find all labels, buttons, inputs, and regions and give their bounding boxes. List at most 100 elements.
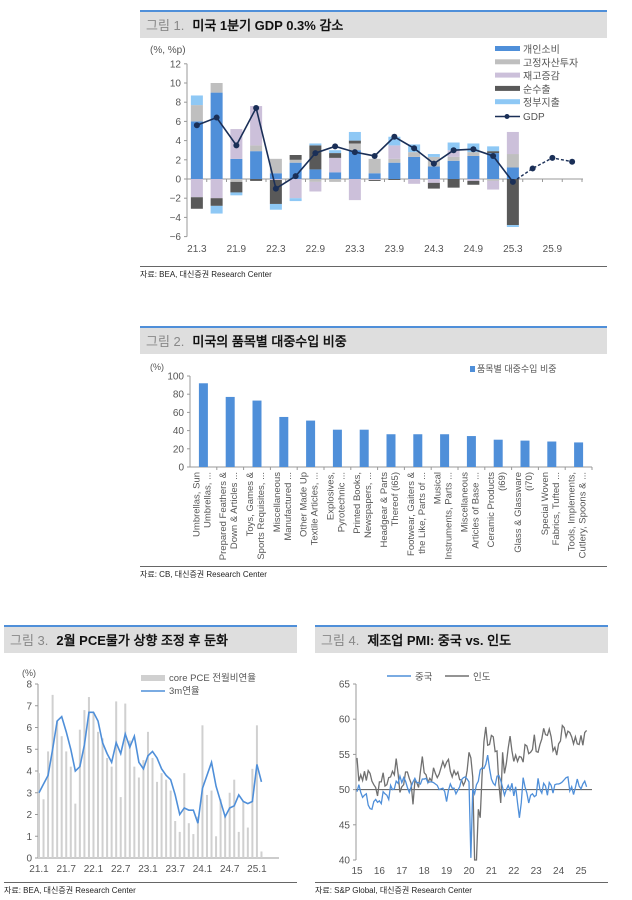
chart1-bar-고정자산투자 [269,158,282,174]
chart1-bar-고정자산투자 [447,156,460,161]
chart3-bar [210,790,213,858]
chart1-bar-개인소비 [447,160,460,179]
chart1-bar-순수출 [190,197,203,209]
chart3-bar [133,766,136,858]
chart4-line-인도 [356,724,588,861]
chart1-legend-gdp-marker [504,114,510,119]
chart1-bar-재고증감 [487,180,500,190]
chart2-bar [440,434,450,467]
chart3-y-tick-label: 6 [26,723,32,734]
chart2-bar [413,434,423,467]
chart3-bar [237,831,240,858]
chart4-y-tick-label: 45 [339,820,351,831]
chart1-gdp-point [193,122,200,129]
chart4-y-tick-label: 50 [339,785,351,796]
figure-number: 그림 3. [10,633,49,648]
chart1-bar-순수출 [427,182,440,189]
chart1-bar-순수출 [447,179,460,188]
chart3-bar [128,740,131,858]
chart4-x-tick-label: 25 [575,866,587,877]
chart1-bar-개인소비 [467,155,480,179]
chart3-bar [169,790,172,858]
chart3-x-tick-label: 25.1 [247,864,267,875]
chart2-bar [198,383,208,467]
chart2-y-tick-label: 0 [178,463,184,474]
chart3-x-tick-label: 21.1 [29,864,49,875]
chart3-bar [151,757,154,858]
chart3-bar [42,799,45,858]
chart1-bar-개인소비 [427,166,440,179]
chart3-bar [246,827,249,858]
chart1-bar-고정자산투자 [487,179,500,181]
chart3-bar [146,731,149,858]
chart1-y-tick-label: −4 [170,213,182,224]
chart1-gdp-point [430,160,437,167]
chart1-bar-고정자산투자 [230,179,243,182]
chart3-y-tick-label: 2 [26,810,32,821]
chart1-bar-고정자산투자 [190,105,203,122]
chart2-category-label: Umbrellas, Sun [191,472,202,537]
chart3-unit: (%) [22,668,36,678]
chart1-bar-순수출 [388,179,401,180]
chart3-bar [165,779,168,858]
chart1-bar-개인소비 [230,158,243,179]
chart1-bar-순수출 [269,179,282,204]
chart2-bar [520,440,530,467]
chart1-x-tick-label: 23.9 [385,244,405,255]
chart4-x-tick-label: 18 [419,866,431,877]
chart1-bar-정부지출 [447,142,460,151]
chart1-gdp-point [351,149,358,156]
figure-3-source: 자료: BEA, 대신증권 Research Center [4,882,297,896]
chart4-x-tick-label: 24 [553,866,565,877]
chart1-gdp-point [332,143,339,150]
chart3-bar [119,797,122,858]
chart2-bar [306,420,316,467]
chart2-category-label: (i69) [497,472,508,491]
chart1-x-tick-label: 21.9 [227,244,247,255]
chart2-bar [252,400,262,467]
chart1-bar-개인소비 [210,92,223,179]
chart1-bar-정부지출 [487,146,500,152]
chart1-gdp-point [391,133,398,140]
chart3-bar [192,834,195,858]
chart1-gdp-point [529,165,536,172]
chart1-bar-정부지출 [329,150,342,154]
chart1-gdp-point [253,104,260,111]
figure-4-source: 자료: S&P Global, 대신증권 Research Center [315,882,608,896]
chart1-y-tick-label: −2 [170,194,182,205]
chart1-bar-고정자산투자 [210,83,223,93]
chart2-category-label: Other Made Up [299,472,310,537]
chart1-bar-고정자산투자 [408,152,421,157]
chart3-bar [251,768,254,858]
chart3-bar [65,751,68,858]
chart4-x-tick-label: 19 [441,866,453,877]
figure-title: 미국 1분기 GDP 0.3% 감소 [192,18,344,33]
chart1-legend-label: 정부지출 [523,97,560,109]
chart2-category-label: Sports Requisites, ... [256,472,267,560]
chart2-category-label: Pyrotechnic ... [336,472,347,532]
chart2-category-label: Textile Articles, ... [310,472,321,545]
chart4-x-tick-label: 15 [351,866,363,877]
chart1-bar-정부지출 [348,131,361,141]
figure-title: 미국의 품목별 대중수입 비중 [192,334,347,349]
chart1-gdp-point [450,147,457,154]
chart2-category-label: Cutlery, Spoons & ... [578,472,589,558]
chart4-y-tick-label: 65 [339,680,351,691]
chart1-bar-고정자산투자 [329,179,342,182]
chart1-bar-정부지출 [269,203,282,210]
chart1-bar-재고증감 [329,157,342,173]
chart2-y-tick-label: 80 [173,390,185,401]
chart1-y-tick-label: 10 [170,79,182,90]
chart1-bar-고정자산투자 [250,145,263,152]
chart1-bar-정부지출 [427,154,440,157]
chart1-gdp-point [312,150,319,157]
chart1-bar-순수출 [230,181,243,193]
chart3-bar [87,697,90,858]
chart1-bar-순수출 [348,140,361,144]
chart3-bar [92,712,95,858]
chart1-legend-label: 순수출 [523,84,551,96]
figure-4-header: 그림 4. 제조업 PMI: 중국 vs. 인도 [315,625,608,653]
chart2-y-tick-label: 40 [173,426,185,437]
chart3-bar [219,799,222,858]
